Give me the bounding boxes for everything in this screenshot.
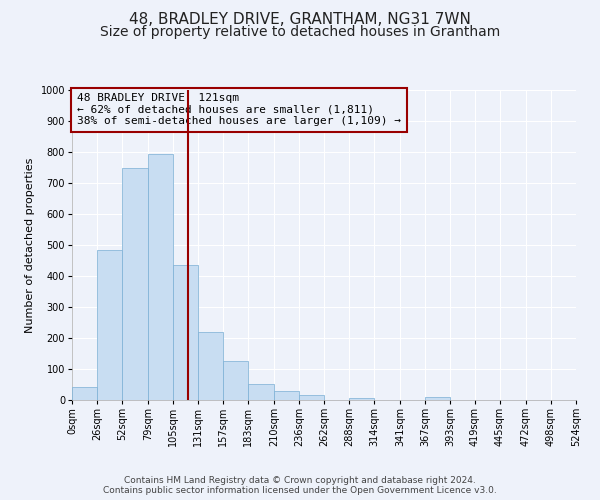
Bar bbox=[299, 396, 324, 400]
Bar bbox=[425, 397, 450, 400]
Bar bbox=[274, 392, 299, 400]
Bar bbox=[248, 384, 274, 400]
Text: Size of property relative to detached houses in Grantham: Size of property relative to detached ho… bbox=[100, 25, 500, 39]
Text: 48, BRADLEY DRIVE, GRANTHAM, NG31 7WN: 48, BRADLEY DRIVE, GRANTHAM, NG31 7WN bbox=[129, 12, 471, 28]
Text: 48 BRADLEY DRIVE: 121sqm
← 62% of detached houses are smaller (1,811)
38% of sem: 48 BRADLEY DRIVE: 121sqm ← 62% of detach… bbox=[77, 93, 401, 126]
Bar bbox=[173, 264, 198, 400]
Bar bbox=[148, 154, 173, 400]
Bar bbox=[97, 250, 122, 400]
Text: Contains HM Land Registry data © Crown copyright and database right 2024.: Contains HM Land Registry data © Crown c… bbox=[124, 476, 476, 485]
Text: Contains public sector information licensed under the Open Government Licence v3: Contains public sector information licen… bbox=[103, 486, 497, 495]
Bar bbox=[223, 360, 248, 400]
Y-axis label: Number of detached properties: Number of detached properties bbox=[25, 158, 35, 332]
Bar bbox=[349, 398, 374, 400]
Bar bbox=[72, 387, 97, 400]
Bar bbox=[198, 332, 223, 400]
Bar bbox=[122, 168, 148, 400]
